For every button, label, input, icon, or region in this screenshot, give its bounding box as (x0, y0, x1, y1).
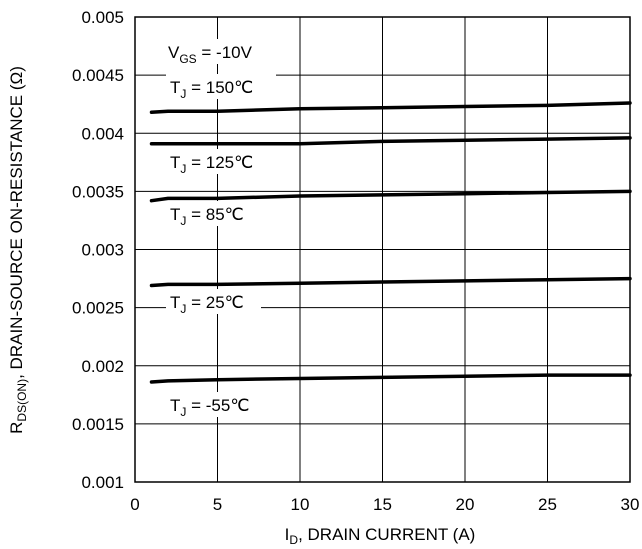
x-tick-label: 5 (213, 495, 222, 514)
series-label-2: TJ = 85℃ (170, 205, 244, 228)
series-label-1: TJ = 125℃ (170, 153, 253, 176)
series-label-2-bg (166, 201, 261, 226)
series-line-1 (149, 136, 632, 146)
series-label-4: TJ = -55℃ (170, 396, 249, 419)
series-line-0 (149, 101, 632, 115)
x-tick-label: 20 (456, 495, 475, 514)
series-label-1-bg (166, 149, 276, 174)
series-line-2 (149, 189, 632, 203)
series-line-4 (149, 373, 632, 384)
annotations: VGS = -10V TJ = 150℃ TJ = 125℃ TJ = 85℃ TJ =… (164, 39, 276, 419)
x-tick-label: 15 (373, 495, 392, 514)
y-tick-label: 0.0045 (72, 66, 124, 85)
y-tick-label: 0.003 (81, 241, 124, 260)
y-tick-label: 0.0035 (72, 182, 124, 201)
series-label-0-bg (166, 74, 276, 99)
series-label-4-bg (166, 392, 266, 417)
x-tick-label: 0 (130, 495, 139, 514)
y-tick-label: 0.005 (81, 8, 124, 27)
vgs-label-bg (164, 39, 276, 64)
y-axis-label: RDS(ON), DRAIN-SOURCE ON-RESISTANCE (Ω) (7, 66, 29, 434)
plot-frame (134, 16, 631, 483)
series-label-0: TJ = 150℃ (170, 78, 253, 101)
tick-labels: 0 5 10 15 20 25 30 0.001 0.0015 0.002 0.0025 0.003 0… (72, 8, 639, 514)
y-tick-label: 0.0015 (72, 415, 124, 434)
y-tick-label: 0.001 (81, 473, 124, 492)
series-label-3: TJ = 25℃ (170, 293, 244, 316)
series-line-3 (149, 276, 632, 288)
vgs-label: VGS = -10V (168, 43, 253, 66)
x-tick-label: 25 (538, 495, 557, 514)
x-axis-label: ID, DRAIN CURRENT (A) (285, 525, 476, 547)
y-tick-label: 0.002 (81, 357, 124, 376)
y-tick-label: 0.0025 (72, 299, 124, 318)
x-tick-label: 30 (621, 495, 640, 514)
series-label-3-bg (166, 289, 261, 314)
x-tick-label: 10 (291, 495, 310, 514)
series-lines (149, 101, 632, 384)
y-tick-label: 0.004 (81, 124, 124, 143)
plot-border (134, 16, 631, 483)
